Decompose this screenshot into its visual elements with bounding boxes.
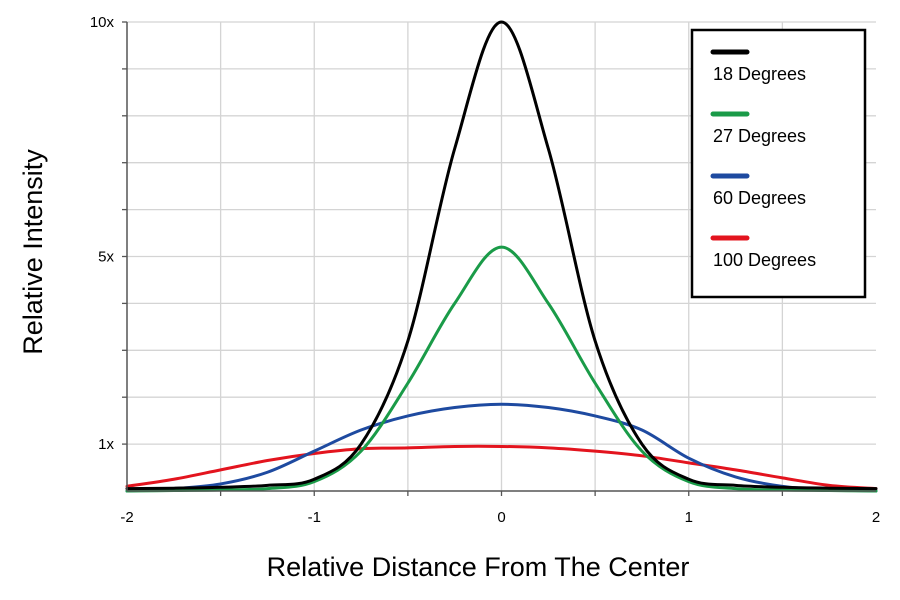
series-line-100-degrees [125, 444, 878, 491]
x-tick-label: 0 [497, 509, 505, 526]
series-lines [125, 20, 878, 493]
series-line-18-degrees [125, 20, 878, 491]
y-tick-label: 10x [90, 14, 115, 31]
x-tick-label: 1 [685, 509, 693, 526]
y-tick-label: 1x [98, 436, 114, 453]
x-tick-label: 2 [872, 509, 880, 526]
series-line-27-degrees [125, 245, 878, 493]
legend-label-27-degrees: 27 Degrees [713, 126, 806, 146]
y-axis-title: Relative Intensity [18, 149, 48, 355]
legend: 18 Degrees 27 Degrees 60 Degrees 100 Degree… [690, 28, 867, 299]
y-tick-label: 5x [98, 249, 114, 266]
legend-box [690, 28, 867, 299]
tick-labels: -2 -1 0 1 2 1x 5x 10x [90, 14, 880, 526]
x-tick-label: -1 [308, 509, 321, 526]
legend-label-60-degrees: 60 Degrees [713, 188, 806, 208]
series-line-60-degrees [125, 402, 878, 493]
legend-label-100-degrees: 100 Degrees [713, 250, 816, 270]
legend-label-18-degrees: 18 Degrees [713, 64, 806, 84]
x-tick-label: -2 [120, 509, 133, 526]
axes [122, 21, 876, 496]
x-axis-title: Relative Distance From The Center [267, 552, 690, 582]
